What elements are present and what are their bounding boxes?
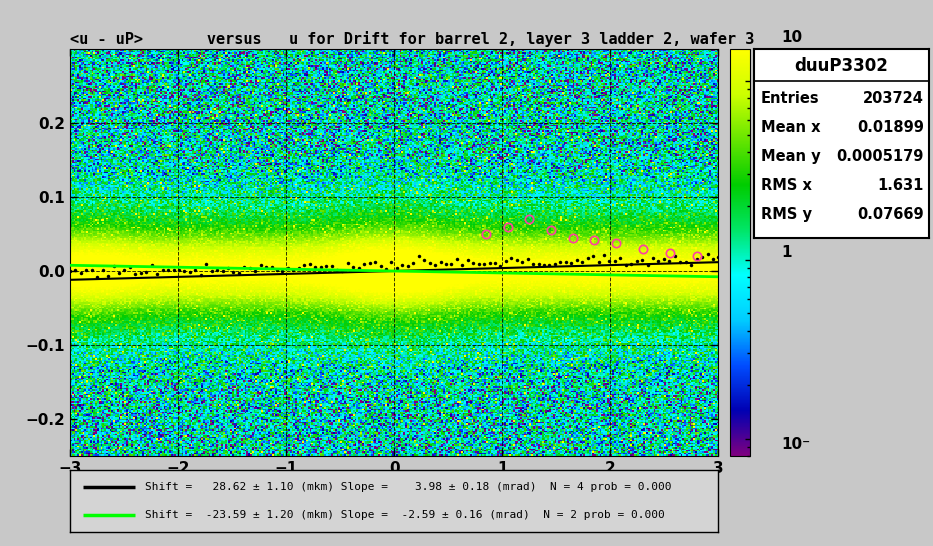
Text: Shift =  -23.59 ± 1.20 (mkm) Slope =  -2.59 ± 0.16 (mrad)  N = 2 prob = 0.000: Shift = -23.59 ± 1.20 (mkm) Slope = -2.5… bbox=[145, 511, 664, 520]
X-axis label: ../P06icFiles/cu62productionMinBias_FullField.root: ../P06icFiles/cu62productionMinBias_Full… bbox=[204, 478, 584, 491]
Text: duuP3302: duuP3302 bbox=[795, 57, 888, 75]
Text: Shift =   28.62 ± 1.10 (mkm) Slope =    3.98 ± 0.18 (mrad)  N = 4 prob = 0.000: Shift = 28.62 ± 1.10 (mkm) Slope = 3.98 … bbox=[145, 482, 671, 491]
Text: 1.631: 1.631 bbox=[878, 178, 924, 193]
Text: Entries: Entries bbox=[761, 91, 819, 105]
Text: RMS y: RMS y bbox=[761, 207, 812, 222]
Text: 0.01899: 0.01899 bbox=[857, 120, 924, 135]
Text: 203724: 203724 bbox=[863, 91, 924, 105]
Text: 0.0005179: 0.0005179 bbox=[837, 149, 924, 164]
Text: <u - uP>       versus   u for Drift for barrel 2, layer 3 ladder 2, wafer 3: <u - uP> versus u for Drift for barrel 2… bbox=[70, 31, 755, 46]
Text: 10: 10 bbox=[781, 30, 802, 45]
Text: RMS x: RMS x bbox=[761, 178, 812, 193]
Text: 10⁻: 10⁻ bbox=[781, 437, 810, 452]
Text: Mean y: Mean y bbox=[761, 149, 820, 164]
Text: 0.07669: 0.07669 bbox=[857, 207, 924, 222]
Text: 1: 1 bbox=[781, 245, 791, 260]
Text: Mean x: Mean x bbox=[761, 120, 820, 135]
